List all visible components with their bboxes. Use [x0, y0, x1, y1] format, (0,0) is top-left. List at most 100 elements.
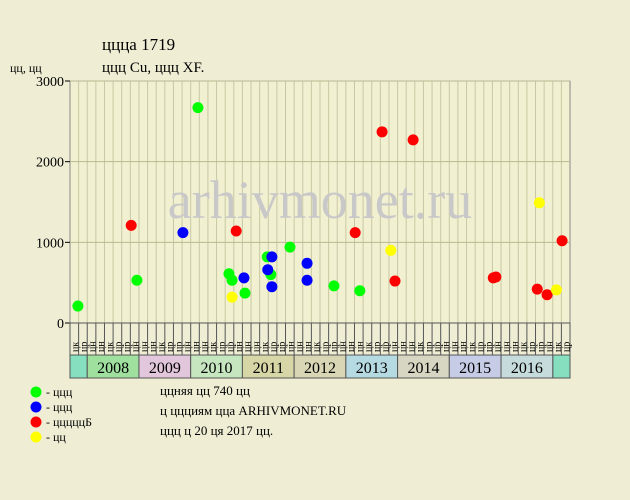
point — [531, 283, 543, 295]
legend-marker — [30, 401, 42, 413]
y-tick-label: 2000 — [36, 156, 64, 171]
month-label: цр — [79, 342, 90, 352]
year-label: 2014 — [407, 360, 439, 377]
month-label: цн — [355, 341, 366, 352]
month-label: цр — [174, 342, 185, 352]
chart-subtitle: ццц Cu, ццц XF. — [102, 60, 204, 76]
year-label: 2015 — [459, 360, 491, 377]
month-label: цк — [467, 342, 478, 352]
point — [192, 102, 204, 114]
year-label: 2008 — [97, 360, 129, 377]
month-label: цн — [493, 341, 504, 352]
month-label: цн — [234, 341, 245, 352]
month-label: цр — [484, 342, 495, 352]
point — [266, 251, 278, 263]
point — [177, 227, 189, 239]
point — [230, 225, 242, 237]
month-label: цн — [294, 341, 305, 352]
legend-marker — [30, 386, 42, 398]
point — [226, 274, 238, 286]
month-label: цр — [165, 342, 176, 352]
month-label: цк — [208, 342, 219, 352]
month-label: цн — [407, 341, 418, 352]
month-label: цк — [363, 342, 374, 352]
note: ццняя цц 740 цц — [160, 383, 250, 398]
watermark: arhivmonet.ru — [168, 170, 472, 230]
point — [376, 126, 388, 138]
point — [238, 272, 250, 284]
month-label: цр — [329, 342, 340, 352]
point — [131, 274, 143, 286]
month-label: цк — [260, 342, 271, 352]
legend-label: - цццццБ — [46, 415, 92, 429]
month-label: цн — [131, 341, 142, 352]
month-label: цн — [338, 341, 349, 352]
month-label: цр — [562, 342, 573, 352]
month-label: цр — [381, 342, 392, 352]
point — [550, 284, 562, 296]
month-label: цр — [424, 342, 435, 352]
month-label: цр — [475, 342, 486, 352]
month-label: цк — [70, 342, 81, 352]
point — [490, 271, 502, 283]
legend-marker — [30, 416, 42, 428]
month-label: цн — [303, 341, 314, 352]
point — [301, 274, 313, 286]
month-label: цн — [398, 341, 409, 352]
month-label: цк — [157, 342, 168, 352]
month-label: цн — [510, 341, 521, 352]
month-label: цн — [544, 341, 555, 352]
point — [349, 227, 361, 239]
year-edge — [552, 354, 571, 379]
point — [239, 287, 251, 299]
month-label: цр — [225, 342, 236, 352]
month-label: цн — [243, 341, 254, 352]
y-tick-label: 3000 — [36, 75, 64, 90]
point — [385, 244, 397, 256]
legend-label: - цц — [46, 430, 66, 444]
month-label: цн — [251, 341, 262, 352]
point — [266, 281, 278, 293]
month-label: цр — [372, 342, 383, 352]
point — [301, 257, 313, 269]
month-label: цн — [182, 341, 193, 352]
month-label: цр — [277, 342, 288, 352]
month-label: цр — [536, 342, 547, 352]
year-label: 2013 — [356, 360, 388, 377]
month-label: цк — [415, 342, 426, 352]
y-tick-label: 1000 — [36, 236, 64, 251]
chart-title: ццца 1719 — [102, 35, 175, 54]
month-label: цн — [458, 341, 469, 352]
month-label: цн — [148, 341, 159, 352]
month-label: цн — [88, 341, 99, 352]
month-label: цр — [527, 342, 538, 352]
y-tick-label: 0 — [57, 317, 64, 332]
month-label: цн — [191, 341, 202, 352]
month-label: цк — [519, 342, 530, 352]
point — [262, 264, 274, 276]
month-label: цн — [200, 341, 211, 352]
legend-marker — [30, 431, 42, 443]
month-label: цн — [389, 341, 400, 352]
month-label: цн — [139, 341, 150, 352]
point — [328, 280, 340, 292]
month-label: цр — [122, 342, 133, 352]
point — [226, 291, 238, 303]
point — [389, 275, 401, 287]
month-label: цр — [432, 342, 443, 352]
note: ц ццциям цца ARHIVMONET.RU — [160, 403, 347, 418]
month-label: цн — [450, 341, 461, 352]
month-label: цк — [312, 342, 323, 352]
point — [284, 241, 296, 253]
month-label: цр — [320, 342, 331, 352]
point — [125, 219, 137, 231]
year-label: 2011 — [253, 360, 284, 377]
point — [556, 235, 568, 247]
note: ццц ц 20 ця 2017 цц. — [160, 423, 273, 438]
month-label: цн — [441, 341, 452, 352]
month-label: цн — [346, 341, 357, 352]
point — [533, 197, 545, 209]
year-cell — [500, 354, 554, 379]
point — [541, 289, 553, 301]
